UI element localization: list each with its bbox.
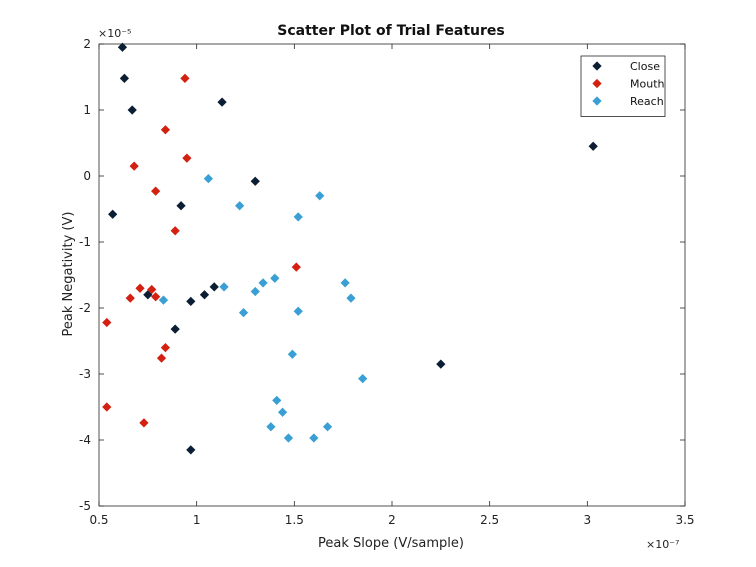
data-point [238, 307, 249, 318]
y-tick-label: -4 [79, 433, 91, 447]
data-point [117, 42, 128, 52]
series-reach [158, 174, 368, 443]
data-point [108, 209, 118, 219]
legend-marker [592, 61, 602, 71]
data-point [258, 278, 268, 288]
data-point [186, 296, 196, 307]
data-point [588, 141, 598, 151]
data-point [293, 306, 303, 316]
data-points [102, 42, 598, 455]
data-point [266, 422, 276, 432]
data-point [436, 359, 446, 369]
data-point [277, 407, 288, 417]
data-point [199, 290, 210, 300]
data-point [151, 186, 161, 196]
data-point [182, 153, 192, 163]
y-tick-label: -1 [79, 235, 91, 249]
data-point [309, 433, 319, 443]
data-point [346, 293, 356, 303]
data-point [170, 226, 180, 236]
x-tick-label: 1.5 [285, 513, 304, 527]
data-point [127, 105, 137, 115]
series-mouth [102, 73, 301, 428]
y-axis-ticks: -5 -4 -3 -2 -1 0 1 2 [79, 37, 685, 513]
data-point [235, 201, 245, 211]
data-point [176, 201, 186, 211]
x-axis-exponent: ×10⁻⁷ [646, 538, 679, 551]
data-point [209, 282, 219, 292]
x-tick-label: 1 [193, 513, 201, 527]
data-point [170, 324, 180, 334]
data-point [158, 295, 169, 305]
legend-entry-mouth: Mouth [630, 78, 665, 91]
data-point [139, 418, 149, 428]
data-point [160, 342, 171, 353]
y-tick-label: -5 [79, 499, 91, 513]
data-point [340, 278, 350, 288]
x-axis-ticks: 0.5 1 1.5 2 2.5 3 3.5 [89, 44, 695, 527]
legend-marker [592, 78, 602, 89]
data-point [203, 174, 214, 184]
data-point [135, 283, 145, 293]
data-point [143, 290, 153, 300]
data-point [283, 433, 294, 443]
data-point [156, 353, 167, 363]
x-axis-label: Peak Slope (V/sample) [318, 536, 464, 551]
data-point [125, 293, 135, 303]
x-tick-label: 2.5 [480, 513, 499, 527]
series-close [108, 42, 598, 455]
y-tick-label: 0 [83, 169, 91, 183]
y-axis-label: Peak Negativity (V) [61, 212, 76, 337]
legend-entry-close: Close [630, 60, 660, 73]
data-point [315, 191, 325, 201]
legend-marker [592, 96, 602, 106]
x-tick-label: 2 [388, 513, 396, 527]
data-point [358, 373, 368, 384]
data-point [180, 73, 190, 83]
y-tick-label: 2 [83, 37, 91, 51]
legend-entry-reach: Reach [630, 95, 664, 108]
data-point [322, 422, 333, 432]
data-point [219, 282, 229, 292]
data-point [287, 349, 298, 359]
data-point [102, 402, 112, 412]
data-point [270, 273, 280, 283]
x-tick-label: 3 [584, 513, 592, 527]
data-point [250, 176, 260, 186]
data-point [119, 73, 130, 83]
x-tick-label: 3.5 [675, 513, 694, 527]
data-point [217, 97, 227, 107]
x-tick-label: 0.5 [89, 513, 108, 527]
y-tick-label: 1 [83, 103, 91, 117]
data-point [186, 445, 196, 455]
data-point [250, 286, 260, 297]
data-point [293, 212, 303, 222]
data-point [151, 292, 161, 302]
y-tick-label: -2 [79, 301, 91, 315]
data-point [102, 317, 112, 328]
data-point [147, 284, 157, 295]
data-point [160, 125, 171, 135]
data-point [291, 262, 301, 272]
y-axis-exponent: ×10⁻⁵ [98, 27, 131, 40]
data-point [129, 161, 139, 171]
legend: Close Mouth Reach [580, 55, 666, 117]
y-tick-label: -3 [79, 367, 91, 381]
chart-title: Scatter Plot of Trial Features [277, 23, 504, 39]
data-point [272, 395, 282, 406]
